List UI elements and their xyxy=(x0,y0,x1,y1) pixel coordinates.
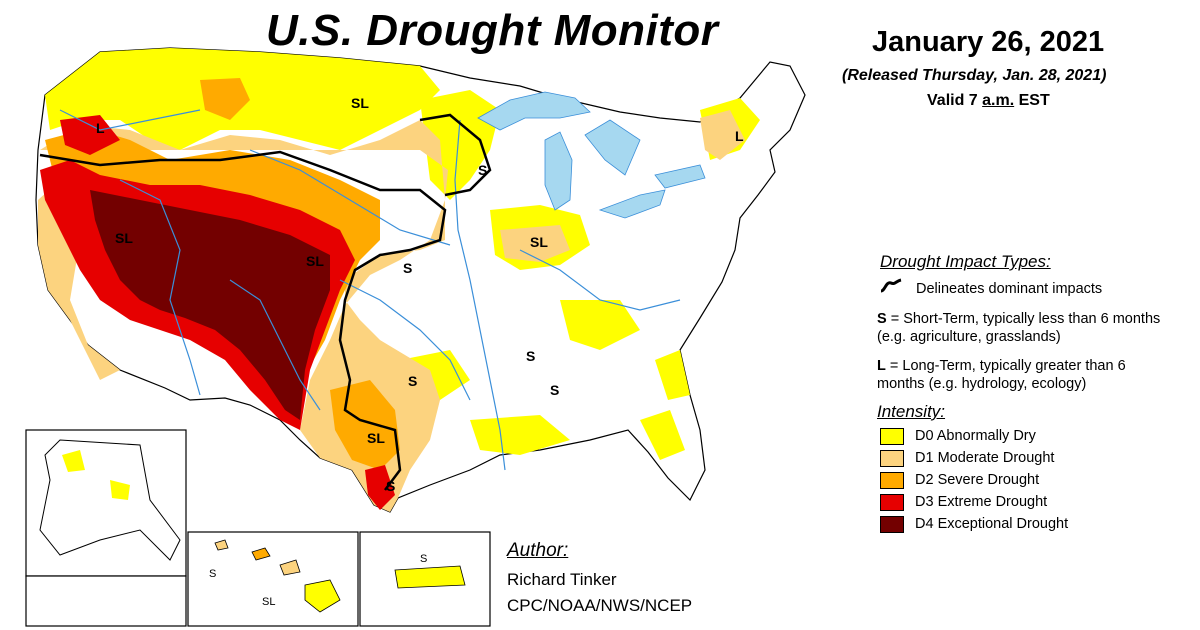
valid-suffix: EST xyxy=(1014,92,1050,109)
legend-label: D2 Severe Drought xyxy=(915,472,1040,488)
release-date: (Released Thursday, Jan. 28, 2021) xyxy=(842,67,1107,84)
map-label-s-mississippi: S xyxy=(550,382,560,398)
legend-swatch xyxy=(880,449,904,467)
legend-item-d4: D4 Exceptional Drought xyxy=(880,513,1068,535)
impact-types-heading: Drought Impact Types: xyxy=(880,252,1051,271)
legend-swatch xyxy=(880,493,904,511)
map-label-s-minnesota: S xyxy=(478,162,488,178)
legend-swatch xyxy=(880,471,904,489)
short-term-description: S = Short-Term, typically less than 6 mo… xyxy=(877,310,1177,346)
puerto-rico-inset xyxy=(359,531,491,627)
valid-am: a.m. xyxy=(982,92,1015,109)
map-label-sl-texas: SL xyxy=(367,430,385,446)
hawaii-label-s: S xyxy=(209,568,217,580)
hawaii-label-sl: SL xyxy=(262,596,276,608)
map-label-s-south-texas: S xyxy=(386,478,396,494)
long-term-description: L = Long-Term, typically greater than 6 … xyxy=(877,357,1177,393)
alaska-inset xyxy=(25,429,187,627)
rivers xyxy=(59,109,681,471)
map-label-sl-illinois: SL xyxy=(530,234,548,250)
puerto-rico-label-s: S xyxy=(420,553,428,565)
map-label-l-oregon: L xyxy=(96,120,105,136)
map-label-sl-nevada: SL xyxy=(115,230,133,246)
legend-item-d2: D2 Severe Drought xyxy=(880,469,1068,491)
intensity-heading: Intensity: xyxy=(877,402,946,421)
legend-swatch xyxy=(880,427,904,445)
map-label-sl-dakotas: SL xyxy=(351,95,369,111)
map-label-s-kansas: S xyxy=(403,260,413,276)
d4-exceptional-drought-areas xyxy=(90,190,330,420)
map-label-l-new-england: L xyxy=(735,128,744,144)
short-term-code: S xyxy=(877,311,887,327)
legend-label: D4 Exceptional Drought xyxy=(915,516,1069,532)
author-org: CPC/NOAA/NWS/NCEP xyxy=(507,596,693,615)
delineates-text: Delineates dominant impacts xyxy=(916,281,1103,297)
map-label-s-oklahoma: S xyxy=(408,373,418,389)
hawaii-inset xyxy=(187,531,359,627)
legend-label: D3 Extreme Drought xyxy=(915,494,1048,510)
legend-item-d0: D0 Abnormally Dry xyxy=(880,425,1068,447)
long-term-text: = Long-Term, typically greater than 6 mo… xyxy=(877,358,1126,392)
map-date: January 26, 2021 xyxy=(872,26,1105,58)
author-heading: Author: xyxy=(507,540,569,561)
valid-prefix: Valid 7 xyxy=(927,92,983,109)
page-title: U.S. Drought Monitor xyxy=(266,6,719,55)
intensity-legend: D0 Abnormally Dry D1 Moderate Drought D2… xyxy=(880,425,1068,535)
valid-time: Valid 7 a.m. EST xyxy=(927,92,1050,110)
map-label-sl-colorado: SL xyxy=(306,253,324,269)
impact-delineation-lines xyxy=(39,113,492,491)
legend-swatch xyxy=(880,515,904,533)
legend-label: D1 Moderate Drought xyxy=(915,450,1055,466)
great-lakes xyxy=(477,91,706,219)
short-term-text: = Short-Term, typically less than 6 mont… xyxy=(877,311,1161,345)
legend-item-d1: D1 Moderate Drought xyxy=(880,447,1068,469)
delineation-line-icon xyxy=(880,278,902,293)
legend-label: D0 Abnormally Dry xyxy=(915,428,1036,444)
author-name: Richard Tinker xyxy=(507,570,617,589)
map-label-s-louisiana: S xyxy=(526,348,536,364)
long-term-code: L xyxy=(877,358,886,374)
legend-item-d3: D3 Extreme Drought xyxy=(880,491,1068,513)
